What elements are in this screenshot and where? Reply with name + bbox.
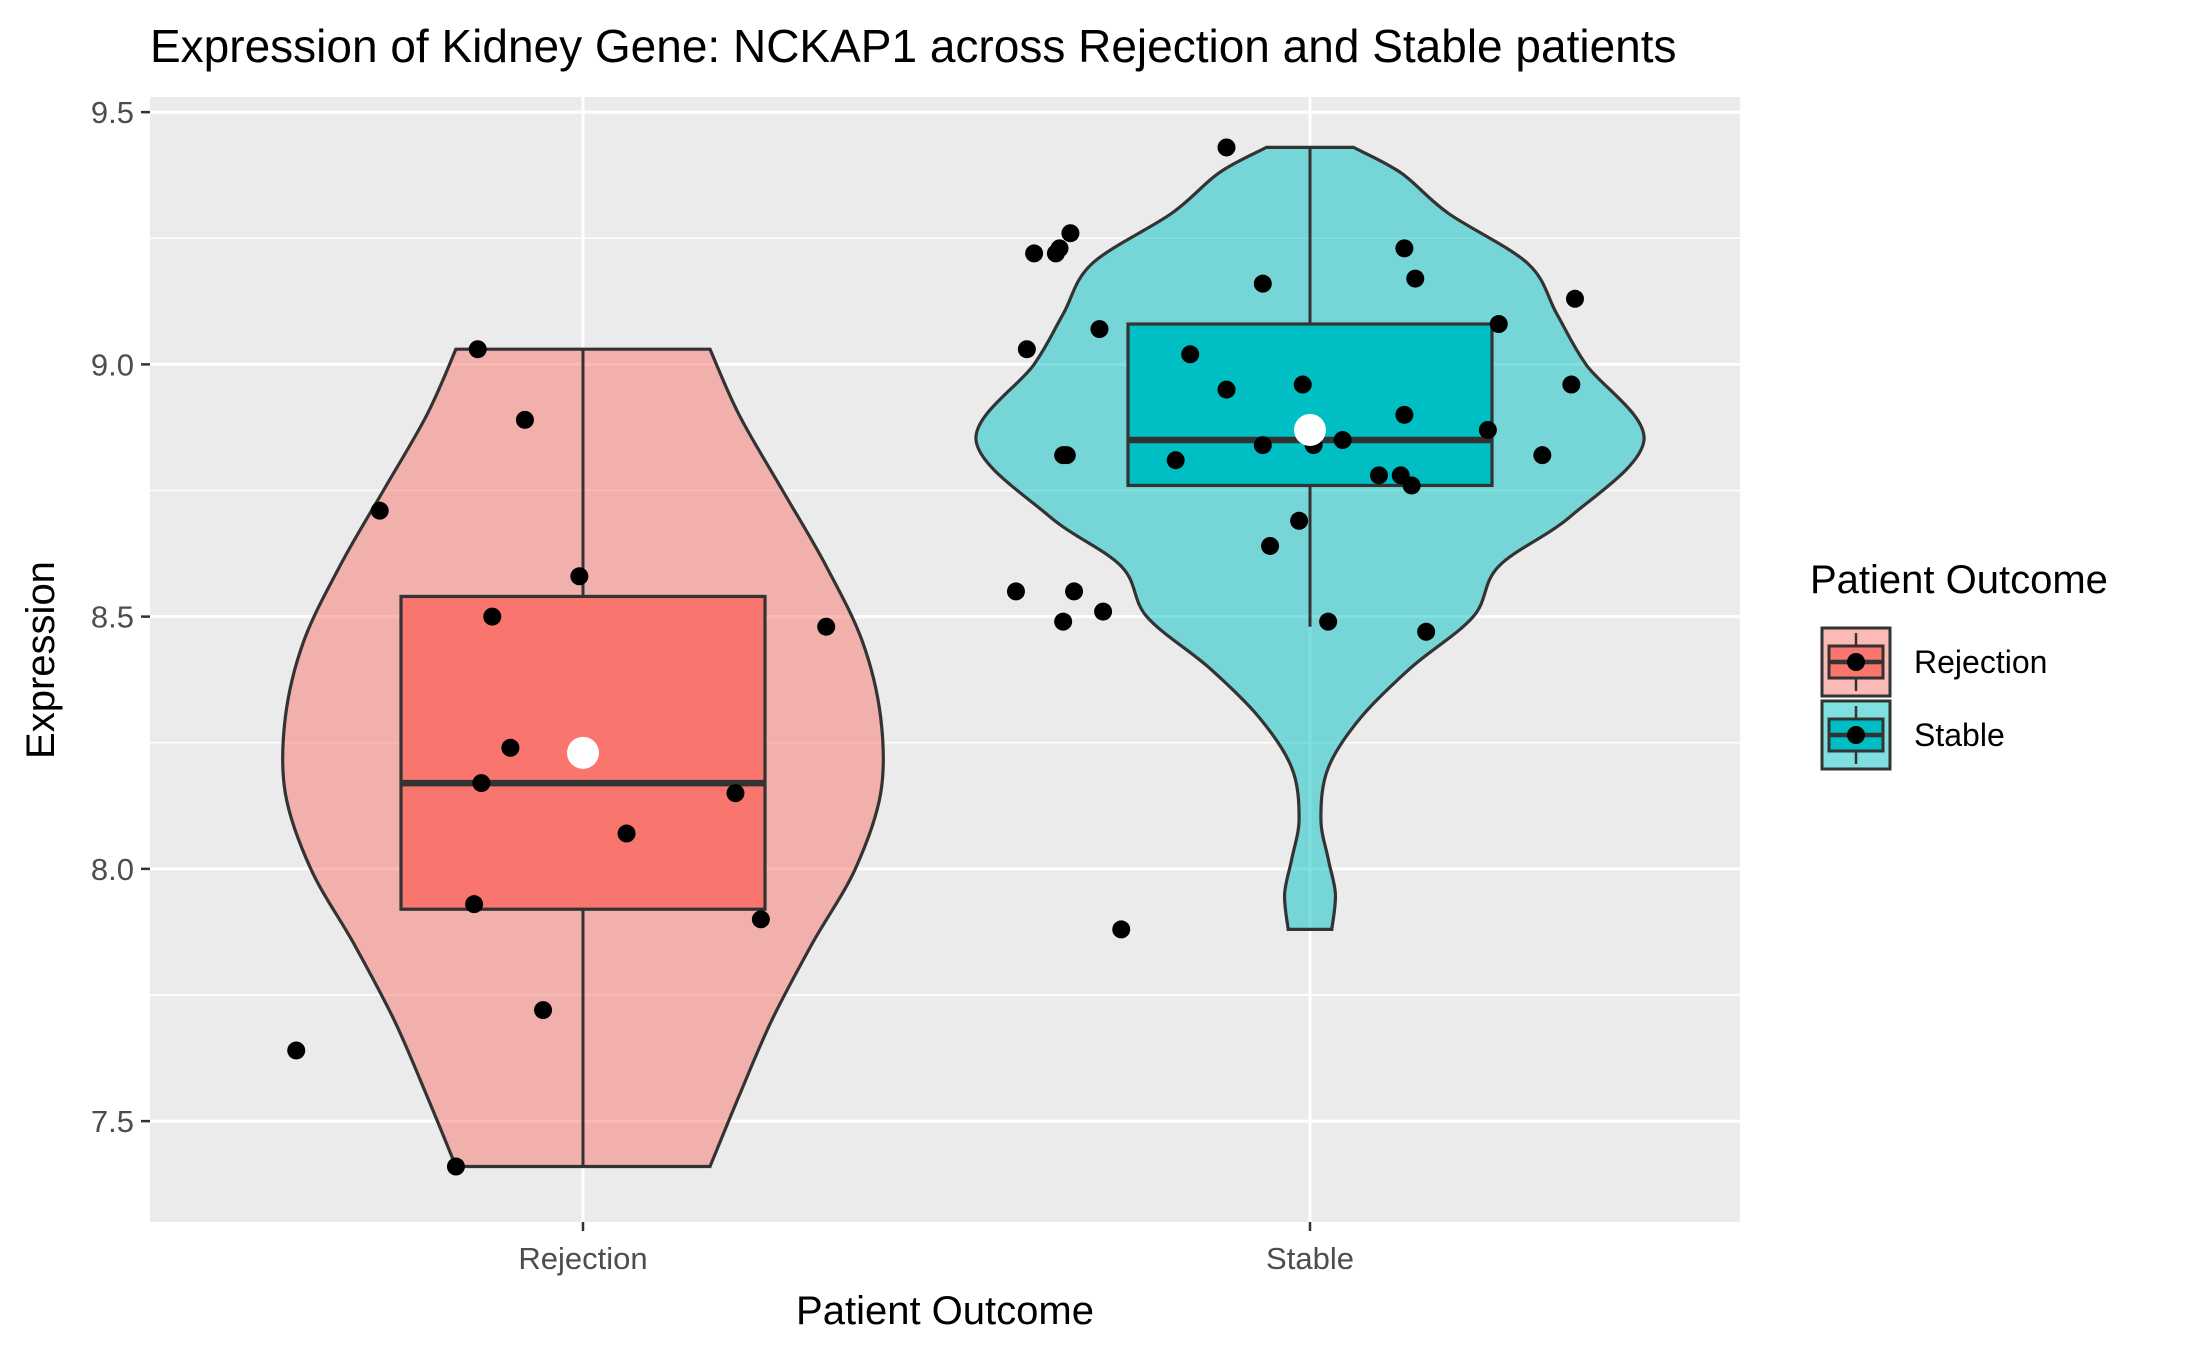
data-point <box>446 1157 465 1176</box>
x-tick-label: Stable <box>1266 1241 1354 1276</box>
y-axis: 7.5 8.0 8.5 9.0 9.5 <box>91 95 150 1139</box>
data-point <box>1112 920 1131 939</box>
data-point <box>1417 622 1436 641</box>
boxplots <box>399 147 1494 1167</box>
data-point <box>287 1041 306 1060</box>
data-point <box>1319 612 1338 631</box>
data-point <box>1057 446 1076 465</box>
data-point <box>1050 239 1069 258</box>
legend-label-stable: Stable <box>1914 717 2005 753</box>
data-point <box>1478 420 1497 439</box>
data-point <box>465 895 484 914</box>
data-point <box>1261 536 1280 555</box>
y-axis-title: Expression <box>19 561 63 759</box>
y-tick-label: 9.0 <box>91 347 134 382</box>
legend-title: Patient Outcome <box>1810 558 2108 602</box>
data-point <box>1395 405 1414 424</box>
data-point <box>1253 274 1272 293</box>
data-point <box>751 910 770 929</box>
data-point <box>1533 446 1552 465</box>
data-point <box>1181 345 1200 364</box>
data-point <box>472 774 491 793</box>
data-point <box>1253 436 1272 455</box>
mean-markers <box>567 413 1326 769</box>
data-point <box>1166 451 1185 470</box>
data-point <box>1333 431 1352 450</box>
legend-label-rejection: Rejection <box>1914 644 2047 680</box>
legend: Patient Outcome Rejection Stable <box>1810 558 2108 771</box>
data-point <box>1017 340 1036 359</box>
box-rejection <box>399 594 767 911</box>
data-point <box>1006 582 1025 601</box>
data-point <box>1395 239 1414 258</box>
data-point <box>515 410 534 429</box>
data-point <box>370 501 389 520</box>
mean-marker <box>567 736 599 769</box>
data-point <box>570 567 589 586</box>
x-axis: Rejection Stable <box>518 1222 1354 1276</box>
y-tick-label: 8.0 <box>91 852 134 887</box>
data-point <box>1217 138 1236 157</box>
data-point <box>483 607 502 626</box>
data-point <box>1061 224 1080 243</box>
data-point <box>1025 244 1044 263</box>
data-point <box>1217 380 1236 399</box>
data-point <box>1565 289 1584 308</box>
legend-key-point <box>1847 726 1865 744</box>
data-point <box>1065 582 1084 601</box>
y-tick-label: 8.5 <box>91 600 134 635</box>
data-point <box>1090 320 1109 339</box>
data-point <box>501 738 520 757</box>
data-point <box>1290 511 1309 530</box>
data-point <box>534 1001 553 1020</box>
data-point <box>817 617 836 636</box>
legend-key-point <box>1847 653 1865 671</box>
data-point <box>726 784 745 803</box>
y-tick-label: 9.5 <box>91 95 134 130</box>
data-point <box>1402 476 1421 495</box>
jitter-points <box>287 138 1584 1176</box>
x-tick-label: Rejection <box>518 1241 647 1276</box>
data-point <box>617 824 636 843</box>
data-point <box>1406 269 1425 288</box>
chart-title: Expression of Kidney Gene: NCKAP1 across… <box>150 20 1677 72</box>
data-point <box>1489 315 1508 334</box>
data-point <box>1562 375 1581 394</box>
y-tick-label: 7.5 <box>91 1104 134 1139</box>
data-point <box>468 340 487 359</box>
data-point <box>1369 466 1388 485</box>
data-point <box>1293 375 1312 394</box>
x-axis-title: Patient Outcome <box>796 1289 1094 1333</box>
data-point <box>1054 612 1073 631</box>
data-point <box>1094 602 1113 621</box>
mean-marker <box>1294 413 1326 446</box>
